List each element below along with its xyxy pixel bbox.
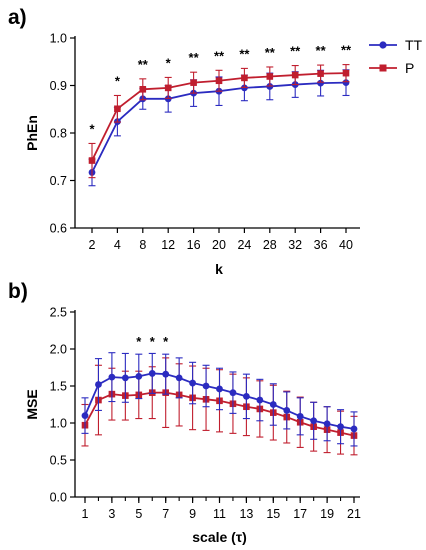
- panel-b-axes: 0.00.51.01.52.02.51 3 5 7 9 11 13 15 17 19 21: [50, 306, 361, 522]
- panel-a-marks: **** * ** ** ** ** ** ** **: [88, 43, 352, 187]
- x-tick-label: 24: [237, 238, 251, 252]
- x-tick-label: 16: [187, 238, 201, 252]
- legend-label-tt: TT: [405, 37, 423, 53]
- panel-b-label: b): [8, 280, 28, 303]
- significance-marker: **: [138, 57, 149, 72]
- x-tick-label: 8: [139, 238, 146, 252]
- series-tt-point: [323, 420, 331, 428]
- significance-marker: *: [136, 334, 142, 349]
- y-tick-label: 0.9: [50, 79, 67, 93]
- panel-b-y-axis-title: MSE: [24, 389, 40, 419]
- x-tick-label: 36: [314, 238, 328, 252]
- x-tick-label: 19: [320, 507, 334, 521]
- significance-marker: **: [290, 44, 301, 59]
- series-p-point: [342, 69, 350, 77]
- significance-marker: *: [150, 334, 156, 349]
- series-tt-point: [269, 401, 277, 408]
- legend-label-p: P: [405, 60, 414, 76]
- series-tt-point: [216, 385, 223, 393]
- series-tt-point: [108, 373, 116, 381]
- series-p-point: [266, 73, 274, 80]
- x-tick-label: 7: [162, 507, 169, 521]
- panel-a: a) PhEn k 0.60.70.80.91.02 4 8 12 16 20 24 28 32…: [8, 6, 423, 277]
- series-p-point: [241, 74, 248, 82]
- x-tick-label: 12: [161, 238, 175, 252]
- panel-a-label: a): [8, 6, 27, 29]
- legend: TT P: [369, 37, 423, 76]
- significance-marker: **: [265, 45, 276, 60]
- x-tick-label: 2: [89, 238, 96, 252]
- y-tick-label: 2.5: [50, 306, 67, 320]
- significance-marker: *: [115, 73, 121, 88]
- series-tt-point: [175, 374, 183, 382]
- series-tt-point: [337, 423, 344, 431]
- panel-a-y-axis-title: PhEn: [24, 115, 40, 151]
- significance-marker: **: [189, 50, 200, 65]
- x-tick-label: 11: [213, 507, 226, 521]
- x-tick-label: 17: [293, 507, 307, 521]
- x-tick-label: 32: [288, 238, 302, 252]
- series-tt-point: [310, 417, 318, 425]
- legend-marker-p: [379, 64, 387, 72]
- significance-marker: **: [316, 43, 327, 58]
- panel-a-axes: 0.60.70.80.91.02 4 8 12 16 20 24 28 32 36 40: [50, 32, 360, 252]
- y-tick-label: 0.0: [50, 491, 67, 505]
- series-tt-point: [95, 381, 102, 388]
- series-p-point: [114, 105, 121, 113]
- x-tick-label: 4: [114, 238, 121, 252]
- y-tick-label: 0.5: [50, 454, 67, 468]
- series-p-point: [215, 77, 223, 85]
- y-tick-label: 0.8: [50, 127, 67, 141]
- x-tick-label: 1: [82, 507, 89, 521]
- y-tick-label: 0.7: [50, 174, 67, 188]
- y-tick-label: 0.6: [50, 222, 67, 236]
- x-tick-label: 13: [239, 507, 253, 521]
- x-tick-label: 5: [135, 507, 142, 521]
- significance-marker: **: [214, 48, 225, 63]
- significance-marker: **: [341, 43, 352, 58]
- x-tick-label: 40: [339, 238, 353, 252]
- series-tt-point: [342, 79, 350, 87]
- panel-b: b) MSE scale (τ) 0.00.51.01.52.02.51 3 5 7 9…: [8, 280, 361, 545]
- y-tick-label: 1.0: [50, 417, 67, 431]
- series-tt-point: [189, 379, 197, 387]
- x-tick-label: 15: [266, 507, 280, 521]
- series-tt-point: [256, 396, 264, 404]
- series-tt-point: [317, 79, 324, 87]
- series-p-point: [190, 79, 197, 86]
- significance-marker: **: [239, 46, 250, 61]
- series-tt-point: [135, 372, 143, 380]
- series-p-point: [291, 71, 299, 79]
- series-p-point: [317, 70, 324, 77]
- x-tick-label: 28: [263, 238, 277, 252]
- series-tt-point: [148, 370, 156, 377]
- series-tt-point: [283, 407, 291, 414]
- y-tick-label: 2.0: [50, 343, 67, 357]
- panel-a-x-axis-title: k: [215, 261, 223, 277]
- series-tt-point: [229, 389, 237, 397]
- significance-marker: *: [89, 121, 95, 136]
- x-tick-label: 3: [108, 507, 115, 521]
- legend-marker-tt: [379, 41, 387, 49]
- significance-marker: *: [163, 334, 169, 349]
- series-p-point: [164, 84, 172, 92]
- y-tick-label: 1.0: [50, 32, 67, 46]
- series-tt-point: [81, 412, 89, 419]
- y-tick-label: 1.5: [50, 380, 67, 394]
- series-tt-point: [296, 412, 304, 420]
- series-tt-point: [121, 374, 129, 382]
- x-tick-label: 21: [347, 507, 361, 521]
- series-tt-point: [202, 382, 210, 390]
- x-tick-label: 9: [189, 507, 196, 521]
- panel-b-x-axis-title: scale (τ): [192, 529, 247, 545]
- panel-b-marks: * * *: [81, 334, 358, 456]
- series-p-point: [139, 86, 147, 93]
- significance-marker: *: [166, 55, 172, 70]
- x-tick-label: 20: [212, 238, 226, 252]
- series-tt-point: [162, 370, 170, 378]
- series-tt-point: [350, 425, 358, 433]
- series-tt-point: [243, 392, 250, 400]
- series-p-point: [88, 157, 96, 164]
